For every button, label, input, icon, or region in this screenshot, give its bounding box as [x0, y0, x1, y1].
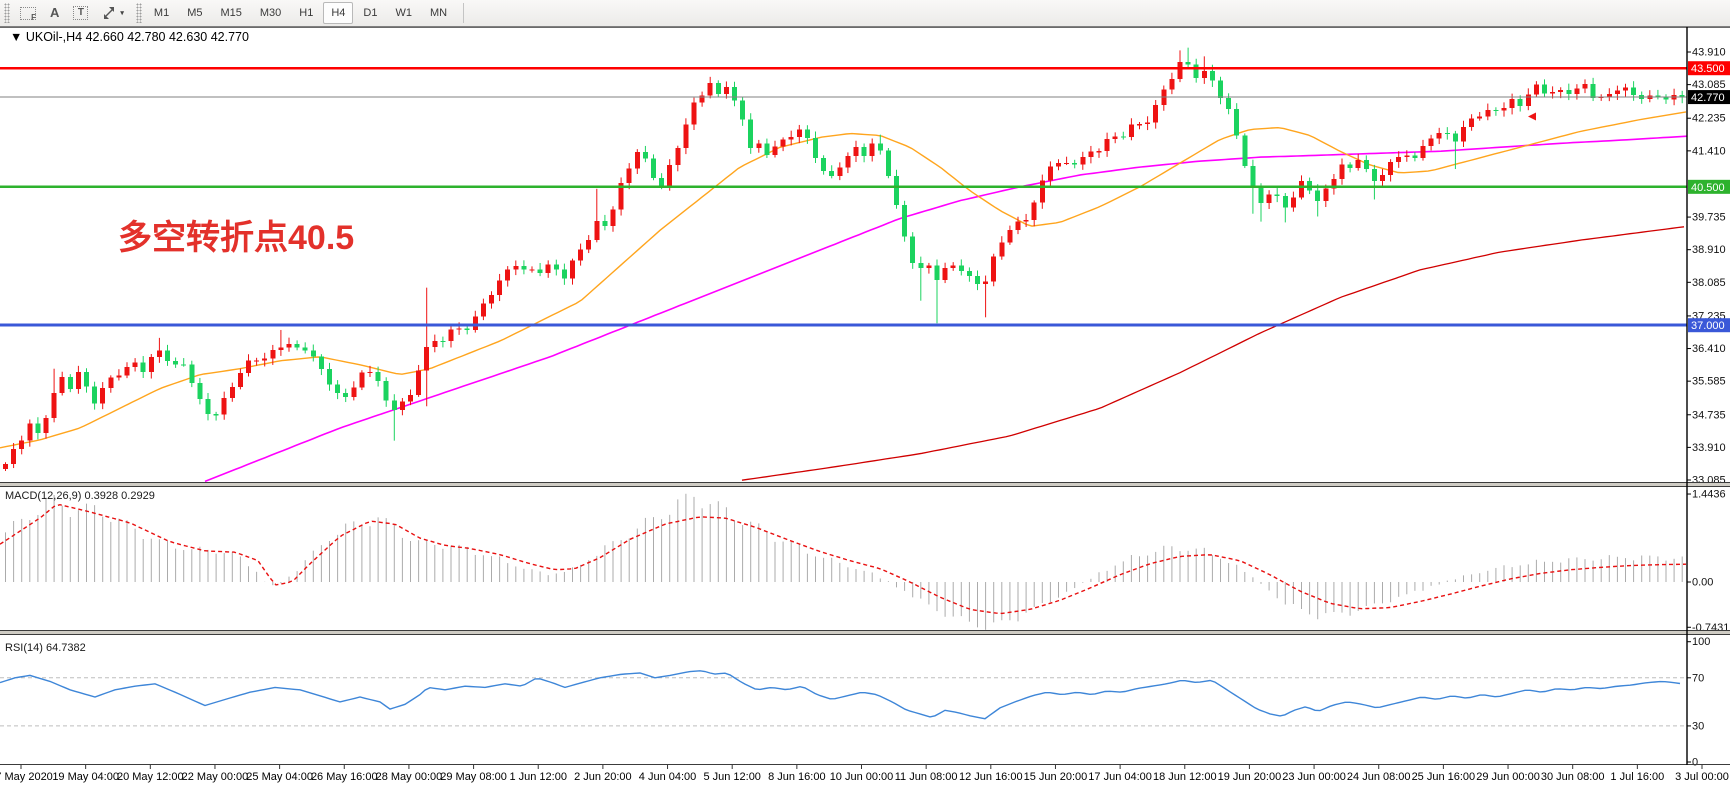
chart-svg[interactable]: 43.910 43.085 42.235 41.410 39.735 38.910 38.0… [0, 27, 1730, 790]
time-axis-label: 10 Jun 00:00 [830, 771, 894, 783]
svg-text:38.910: 38.910 [1692, 244, 1726, 256]
toolbar: F A T ▾ M1 M5 M15 M30 H1 H4 D1 W1 MN [0, 0, 1730, 27]
text-box-tool-button[interactable]: T [67, 2, 94, 24]
time-axis-label: 28 May 00:00 [376, 771, 443, 783]
toolbar-separator [463, 3, 465, 23]
time-axis-label: 24 Jun 08:00 [1347, 771, 1411, 783]
axis-layer[interactable]: 43.910 43.085 42.235 41.410 39.735 38.910 38.0… [0, 47, 1730, 784]
candles-layer [3, 47, 1685, 471]
arrow-objects-tool-button[interactable]: ▾ [96, 2, 130, 24]
time-axis-label: 8 Jun 16:00 [768, 771, 826, 783]
text-box-icon: T [73, 6, 89, 20]
panel-separator-1[interactable] [0, 482, 1730, 487]
time-axis-label: 11 Jun 08:00 [895, 771, 958, 783]
time-axis-label: 17 Jun 04:00 [1088, 771, 1152, 783]
time-axis-label: 1 Jul 16:00 [1610, 771, 1664, 783]
timeframe-group-drag-handle[interactable] [135, 3, 142, 23]
rsi-indicator-label: RSI(14) 64.7382 [5, 642, 86, 654]
fibo-grid-icon: F [20, 6, 36, 22]
time-axis-label: 18 Jun 12:00 [1153, 771, 1217, 783]
toolbar-drag-handle[interactable] [4, 3, 10, 23]
macd-indicator-label: MACD(12,26,9) 0.3928 0.2929 [5, 490, 155, 502]
chart-area[interactable]: 43.910 43.085 42.235 41.410 39.735 38.910 38.0… [0, 27, 1730, 790]
time-axis-label: 25 May 04:00 [246, 771, 313, 783]
time-axis-label: 5 Jun 12:00 [703, 771, 761, 783]
svg-text:30: 30 [1692, 720, 1704, 732]
svg-text:43.085: 43.085 [1692, 79, 1726, 91]
time-axis-label: 4 Jun 04:00 [639, 771, 697, 783]
fibo-grid-tool-button[interactable]: F [14, 2, 42, 24]
time-axis-bg[interactable] [0, 765, 1730, 790]
chart-title-ohlc: ▼ UKOil-,H4 42.660 42.780 42.630 42.770 [10, 30, 249, 44]
time-axis-label: 15 Jun 20:00 [1024, 771, 1088, 783]
horizontal-lines-layer[interactable] [0, 67, 1687, 327]
time-axis-label: 22 May 00:00 [182, 771, 249, 783]
timeframe-button-M5[interactable]: M5 [179, 2, 210, 24]
svg-text:39.735: 39.735 [1692, 212, 1726, 224]
rsi-panel-bg[interactable] [0, 635, 1730, 765]
svg-text:0.00: 0.00 [1692, 577, 1713, 589]
svg-text:41.410: 41.410 [1692, 145, 1726, 157]
text-label-tool-button[interactable]: A [44, 2, 65, 24]
svg-text:43.910: 43.910 [1692, 47, 1726, 59]
svg-text:38.085: 38.085 [1692, 277, 1726, 289]
svg-text:42.235: 42.235 [1692, 113, 1726, 125]
timeframe-button-W1[interactable]: W1 [387, 2, 420, 24]
svg-text:33.910: 33.910 [1692, 442, 1726, 454]
timeframe-group: M1 M5 M15 M30 H1 H4 D1 W1 MN [146, 2, 455, 24]
svg-text:40.500: 40.500 [1691, 182, 1725, 194]
text-label-icon: A [50, 5, 60, 20]
time-axis-label: 20 May 12:00 [117, 771, 184, 783]
timeframe-button-H1[interactable]: H1 [291, 2, 321, 24]
svg-text:43.500: 43.500 [1691, 63, 1725, 75]
svg-text:0: 0 [1692, 757, 1698, 769]
svg-text:35.585: 35.585 [1692, 376, 1726, 388]
arrow-objects-icon [104, 7, 115, 19]
rsi-layer [0, 670, 1687, 727]
svg-text:42.770: 42.770 [1691, 92, 1725, 104]
chevron-down-icon: ▾ [120, 10, 124, 17]
time-axis-label: 29 Jun 00:00 [1476, 771, 1540, 783]
time-axis-label: 19 May 04:00 [52, 771, 119, 783]
timeframe-button-M1[interactable]: M1 [146, 2, 177, 24]
time-axis-label: 26 May 16:00 [311, 771, 378, 783]
moving-averages-layer [0, 111, 1688, 483]
time-axis-label: 30 Jun 08:00 [1541, 771, 1605, 783]
timeframe-button-D1[interactable]: D1 [355, 2, 385, 24]
drawing-tools-group: F A T ▾ [14, 2, 130, 24]
time-axis-label: 1 Jun 12:00 [509, 771, 567, 783]
svg-text:100: 100 [1692, 636, 1710, 648]
time-axis-label: 25 Jun 16:00 [1412, 771, 1476, 783]
timeframe-button-M30[interactable]: M30 [252, 2, 289, 24]
svg-text:36.410: 36.410 [1692, 343, 1726, 355]
timeframe-button-M15[interactable]: M15 [212, 2, 249, 24]
svg-text:70: 70 [1692, 672, 1704, 684]
svg-text:34.735: 34.735 [1692, 409, 1726, 421]
time-axis-label: 17 May 2020 [0, 771, 53, 783]
time-axis-label: 3 Jul 00:00 [1675, 771, 1729, 783]
svg-text:1.4436: 1.4436 [1692, 489, 1726, 501]
main-panel-bg[interactable] [0, 27, 1730, 482]
svg-text:37.000: 37.000 [1691, 320, 1725, 332]
time-axis-label: 12 Jun 16:00 [959, 771, 1023, 783]
annotation-text[interactable]: 多空转折点40.5 [118, 219, 354, 257]
macd-panel-bg[interactable] [0, 487, 1730, 631]
time-axis-label: 2 Jun 20:00 [574, 771, 632, 783]
timeframe-button-MN[interactable]: MN [422, 2, 455, 24]
time-axis-label: 19 Jun 20:00 [1218, 771, 1282, 783]
macd-layer [0, 493, 1687, 630]
time-axis-label: 29 May 08:00 [440, 771, 507, 783]
timeframe-button-H4[interactable]: H4 [323, 2, 354, 24]
panel-separator-2[interactable] [0, 630, 1730, 635]
time-axis-label: 23 Jun 00:00 [1282, 771, 1346, 783]
